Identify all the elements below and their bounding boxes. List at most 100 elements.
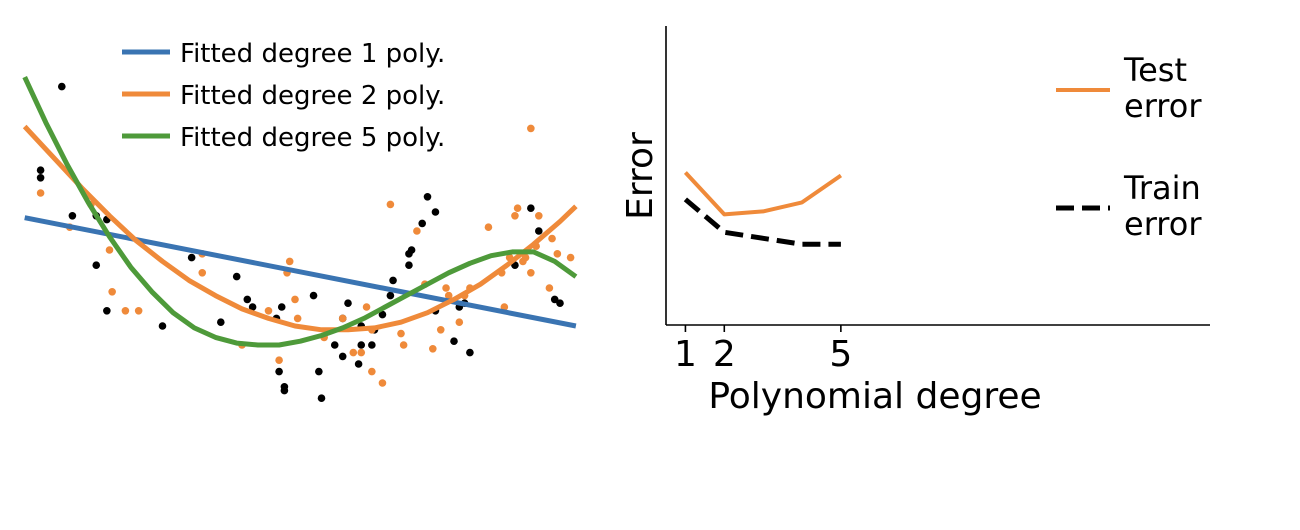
test-point-92 bbox=[521, 253, 530, 262]
train-point-40 bbox=[431, 208, 440, 216]
train-point-44 bbox=[466, 348, 474, 357]
test-point-90 bbox=[511, 212, 519, 220]
train-point-12 bbox=[243, 295, 252, 304]
legend-label-degree-5: Fitted degree 5 poly. bbox=[180, 123, 445, 153]
error-lines-layer bbox=[683, 171, 843, 247]
train-point-1 bbox=[36, 166, 45, 174]
x-axis-label: Polynomial degree bbox=[708, 376, 1041, 417]
legend-label-test-error-line1: Test bbox=[1123, 51, 1187, 89]
legend-label-test-error-line2: error bbox=[1124, 87, 1202, 125]
test-point-68 bbox=[349, 348, 358, 357]
fit-curves-layer bbox=[22, 76, 578, 348]
train-point-18 bbox=[280, 386, 289, 395]
test-point-101 bbox=[527, 124, 535, 133]
fit-legend: Fitted degree 1 poly. Fitted degree 2 po… bbox=[122, 39, 445, 153]
test-point-56 bbox=[134, 307, 143, 315]
error-legend: Test error Train error bbox=[1056, 51, 1202, 243]
test-point-73 bbox=[378, 379, 387, 387]
train-point-46 bbox=[527, 204, 535, 212]
train-point-21 bbox=[317, 394, 326, 403]
train-point-35 bbox=[405, 261, 413, 270]
x-tick-label-1: 1 bbox=[674, 334, 697, 375]
test-point-81 bbox=[442, 284, 450, 292]
test-point-99 bbox=[566, 253, 575, 262]
fitted-curve-1 bbox=[24, 215, 577, 329]
train-point-15 bbox=[277, 303, 286, 311]
train-point-5 bbox=[92, 261, 101, 270]
test-point-95 bbox=[545, 284, 554, 292]
test-point-72 bbox=[368, 367, 376, 376]
train-point-0 bbox=[58, 82, 66, 91]
train-point-19 bbox=[309, 291, 318, 300]
train-error-line bbox=[683, 197, 841, 247]
test-point-53 bbox=[105, 246, 114, 254]
test-point-50 bbox=[36, 189, 45, 197]
test-point-80 bbox=[436, 326, 445, 334]
test-point-69 bbox=[357, 348, 366, 357]
train-point-41 bbox=[450, 337, 458, 346]
train-point-22 bbox=[330, 341, 339, 349]
test-point-88 bbox=[500, 303, 509, 311]
test-point-75 bbox=[397, 329, 405, 338]
legend-label-train-error-line1: Train bbox=[1123, 169, 1201, 207]
train-point-7 bbox=[103, 307, 111, 315]
x-tick-label-2: 2 bbox=[713, 334, 736, 375]
train-point-26 bbox=[354, 360, 363, 368]
train-point-20 bbox=[315, 367, 323, 376]
train-point-48 bbox=[550, 295, 559, 304]
y-axis-label: Error bbox=[620, 132, 661, 220]
train-point-11 bbox=[232, 272, 241, 281]
train-point-47 bbox=[535, 227, 543, 235]
test-point-54 bbox=[108, 288, 116, 296]
test-point-55 bbox=[121, 307, 130, 315]
test-point-100 bbox=[513, 204, 522, 212]
legend-label-degree-2: Fitted degree 2 poly. bbox=[180, 81, 445, 111]
train-point-16 bbox=[275, 367, 283, 376]
test-point-70 bbox=[362, 303, 371, 311]
test-error-line bbox=[683, 171, 843, 217]
test-point-93 bbox=[527, 269, 535, 277]
test-point-98 bbox=[548, 234, 556, 243]
train-point-10 bbox=[217, 318, 225, 327]
test-point-96 bbox=[535, 212, 543, 220]
train-point-25 bbox=[344, 299, 352, 308]
train-point-33 bbox=[389, 276, 397, 285]
train-point-29 bbox=[368, 341, 376, 349]
train-point-32 bbox=[386, 291, 395, 300]
train-point-9 bbox=[187, 253, 196, 262]
test-point-61 bbox=[275, 356, 283, 365]
train-point-31 bbox=[378, 310, 387, 319]
fitted-curve-2 bbox=[22, 124, 578, 333]
train-point-2 bbox=[36, 174, 45, 182]
test-point-79 bbox=[429, 345, 437, 353]
test-point-57 bbox=[198, 269, 207, 277]
train-point-3 bbox=[68, 212, 77, 220]
legend-label-degree-1: Fitted degree 1 poly. bbox=[180, 39, 445, 69]
test-point-83 bbox=[455, 318, 464, 327]
test-point-82 bbox=[444, 291, 453, 300]
train-point-38 bbox=[423, 193, 432, 201]
test-point-76 bbox=[399, 341, 408, 349]
fitted-curve-3 bbox=[22, 76, 578, 348]
train-point-36 bbox=[407, 246, 416, 254]
train-point-27 bbox=[357, 341, 366, 349]
legend-label-train-error-line2: error bbox=[1124, 205, 1202, 243]
test-point-67 bbox=[338, 314, 347, 323]
train-point-49 bbox=[556, 299, 564, 308]
test-point-64 bbox=[291, 295, 299, 304]
test-point-97 bbox=[553, 250, 562, 258]
test-point-77 bbox=[413, 227, 421, 235]
x-tick-label-5: 5 bbox=[829, 334, 852, 375]
test-point-74 bbox=[386, 200, 395, 209]
train-point-23 bbox=[338, 352, 347, 361]
fit-panel: Fitted degree 1 poly. Fitted degree 2 po… bbox=[22, 39, 578, 403]
train-point-8 bbox=[158, 322, 167, 330]
train-point-13 bbox=[248, 303, 257, 311]
test-point-65 bbox=[293, 314, 302, 323]
test-point-60 bbox=[264, 307, 273, 315]
test-point-63 bbox=[285, 257, 294, 266]
train-point-37 bbox=[418, 219, 427, 228]
